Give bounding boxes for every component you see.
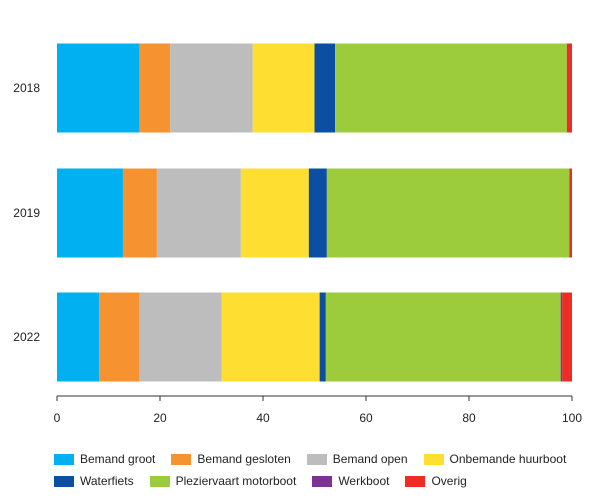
legend-item-bemand-groot: Bemand groot bbox=[54, 452, 155, 466]
bar-segment bbox=[335, 43, 567, 133]
x-tick-label: 80 bbox=[462, 411, 476, 425]
bar-segment bbox=[99, 292, 140, 382]
x-tick-label: 60 bbox=[359, 411, 373, 425]
bar-segment bbox=[314, 43, 336, 133]
legend-label: Bemand gesloten bbox=[197, 452, 291, 466]
legend-swatch bbox=[149, 475, 170, 487]
legend-label: Werkboot bbox=[338, 474, 390, 488]
legend-label: Pleziervaart motorboot bbox=[175, 474, 297, 488]
bar-segment bbox=[325, 292, 561, 382]
legend-label: Bemand groot bbox=[80, 452, 156, 466]
bar-segment bbox=[57, 292, 100, 382]
stacked-bar-chart: 0 20 40 60 80 100 2018 2019 2022 bbox=[13, 43, 582, 425]
legend-swatch bbox=[306, 453, 327, 465]
legend-row: Waterfiets Pleziervaart motorboot Werkbo… bbox=[54, 470, 594, 492]
bar-segment bbox=[122, 168, 157, 258]
bar-segment bbox=[240, 168, 309, 258]
legend: Bemand groot Bemand gesloten Bemand open… bbox=[54, 448, 594, 492]
legend-label: Waterfiets bbox=[80, 474, 134, 488]
bar-segment bbox=[170, 43, 253, 133]
bar-segment bbox=[308, 168, 327, 258]
x-tick-label: 100 bbox=[562, 411, 582, 425]
bars-layer bbox=[57, 43, 572, 382]
bar-segment bbox=[156, 168, 241, 258]
legend-label: Bemand open bbox=[332, 452, 408, 466]
y-axis-labels: 2018 2019 2022 bbox=[13, 81, 40, 344]
x-tick-label: 40 bbox=[256, 411, 270, 425]
bar-segment bbox=[560, 292, 563, 382]
y-tick-label: 2022 bbox=[13, 330, 40, 344]
legend-swatch bbox=[54, 453, 74, 465]
x-axis-ticks: 0 20 40 60 80 100 bbox=[54, 396, 582, 425]
legend-item-bemand-open: Bemand open bbox=[306, 452, 408, 466]
y-tick-label: 2018 bbox=[13, 81, 40, 95]
bar-segment bbox=[569, 168, 572, 258]
bar-segment bbox=[566, 43, 572, 133]
legend-label: Overig bbox=[431, 474, 467, 488]
bar-segment bbox=[319, 292, 326, 382]
legend-swatch bbox=[312, 475, 333, 487]
bar-segment bbox=[57, 168, 123, 258]
legend-item-onbemande-huurboot: Onbemande huurboot bbox=[423, 452, 567, 466]
bar-segment bbox=[562, 292, 572, 382]
legend-swatch bbox=[171, 453, 192, 465]
legend-item-waterfiets: Waterfiets bbox=[54, 474, 134, 488]
bar-segment bbox=[326, 168, 570, 258]
legend-swatch bbox=[54, 475, 74, 487]
legend-item-werkboot: Werkboot bbox=[312, 474, 389, 488]
legend-swatch bbox=[405, 475, 426, 487]
bar-segment bbox=[57, 43, 140, 133]
bar-segment bbox=[139, 43, 171, 133]
bar-segment bbox=[221, 292, 320, 382]
legend-item-pleziervaart-motorboot: Pleziervaart motorboot bbox=[149, 474, 297, 488]
legend-row: Bemand groot Bemand gesloten Bemand open… bbox=[54, 448, 594, 470]
legend-item-bemand-gesloten: Bemand gesloten bbox=[171, 452, 291, 466]
bar-segment bbox=[252, 43, 315, 133]
x-tick-label: 20 bbox=[153, 411, 167, 425]
y-tick-label: 2019 bbox=[13, 206, 40, 220]
legend-item-overig: Overig bbox=[405, 474, 467, 488]
bar-segment bbox=[139, 292, 222, 382]
legend-label: Onbemande huurboot bbox=[449, 452, 567, 466]
x-tick-label: 0 bbox=[54, 411, 61, 425]
legend-swatch bbox=[423, 453, 444, 465]
